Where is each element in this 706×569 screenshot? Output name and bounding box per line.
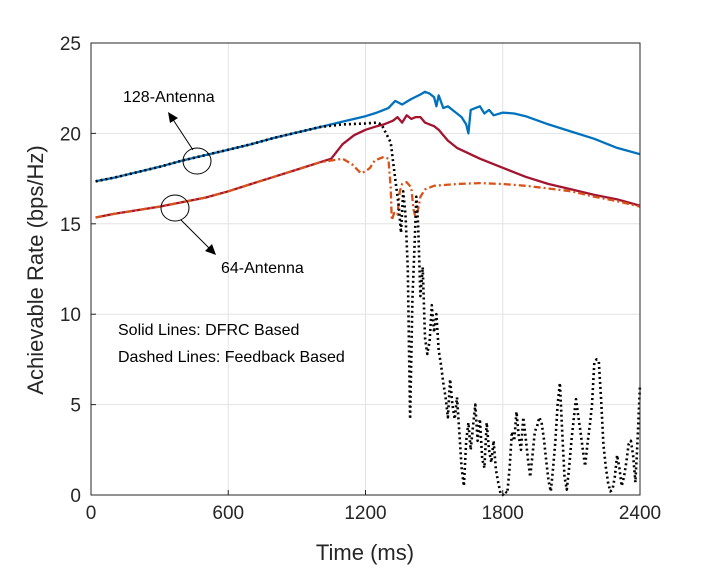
x-tick-label: 1800 <box>482 503 524 524</box>
y-tick-label: 20 <box>60 124 81 145</box>
y-tick-label: 10 <box>60 305 81 326</box>
ellipse-64-antenna <box>160 194 190 222</box>
series-line-2-solid <box>95 114 641 219</box>
x-axis-title: Time (ms) <box>316 540 414 565</box>
y-tick-label: 5 <box>70 396 81 417</box>
x-tick-label: 600 <box>212 503 244 524</box>
arrowhead-128-antenna <box>168 112 178 123</box>
arrowhead-64-antenna <box>205 244 216 255</box>
x-tick-label: 0 <box>86 503 97 524</box>
series-line-1-solid <box>95 90 641 183</box>
x-tick-label: 2400 <box>619 503 661 524</box>
annotation-64-antenna: 64-Antenna <box>221 260 304 277</box>
legend-solid-lines: Solid Lines: DFRC Based <box>118 322 299 339</box>
y-tick-label: 15 <box>60 215 81 236</box>
arrow-64-antenna <box>180 219 212 251</box>
series-line-3-dashdot <box>95 155 641 222</box>
ellipse-128-antenna <box>182 147 212 175</box>
annotation-128-antenna: 128-Antenna <box>123 89 215 106</box>
arrow-128-antenna <box>171 117 194 151</box>
ticks: 0 600 1200 1800 2400 0 5 10 15 20 25 <box>60 34 661 524</box>
x-tick-label: 1200 <box>344 503 386 524</box>
y-tick-label: 25 <box>60 34 81 55</box>
legend-dashed-lines: Dashed Lines: Feedback Based <box>118 349 345 366</box>
series-layer <box>95 90 642 497</box>
y-tick-label: 0 <box>70 486 81 507</box>
grid <box>91 43 640 495</box>
series-line-4-dotted <box>95 121 642 497</box>
y-axis-title: Achievable Rate (bps/Hz) <box>23 145 48 394</box>
